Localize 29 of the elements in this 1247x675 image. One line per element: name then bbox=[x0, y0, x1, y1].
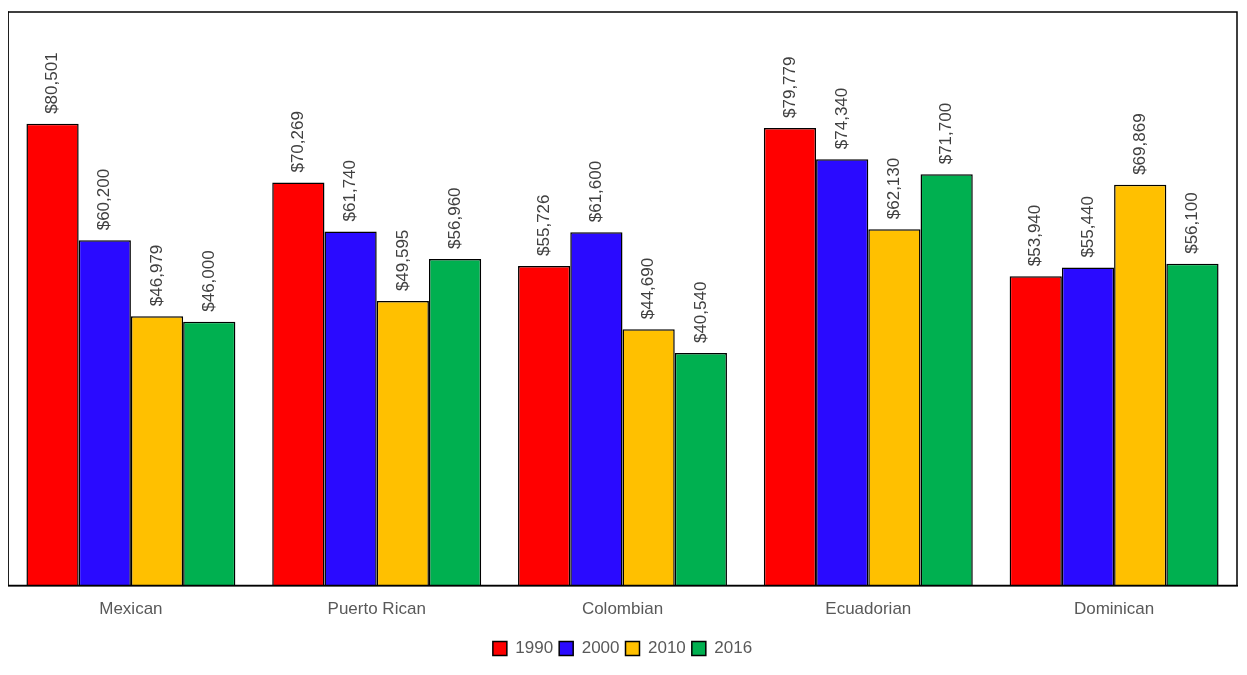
data-label: $71,700 bbox=[936, 102, 956, 165]
data-label: $55,726 bbox=[533, 194, 553, 256]
data-label: $62,130 bbox=[884, 157, 904, 220]
legend-label: 2010 bbox=[648, 638, 686, 658]
data-label: $60,200 bbox=[94, 168, 114, 231]
data-label: $40,540 bbox=[690, 281, 710, 344]
x-tick-label: Mexican bbox=[99, 599, 163, 619]
data-label: $56,100 bbox=[1182, 192, 1202, 254]
x-tick-label: Colombian bbox=[581, 599, 664, 619]
data-label: $61,740 bbox=[340, 160, 360, 222]
data-label: $46,000 bbox=[198, 250, 218, 312]
data-label: $49,595 bbox=[392, 229, 412, 292]
x-tick-label: Ecuadorian bbox=[825, 599, 912, 619]
legend-label: 1990 bbox=[515, 638, 554, 658]
data-label: $53,940 bbox=[1025, 204, 1045, 267]
data-label: $61,600 bbox=[586, 160, 606, 223]
x-tick-label: Puerto Rican bbox=[327, 599, 426, 619]
data-label: $44,690 bbox=[638, 257, 658, 320]
legend-label: 2016 bbox=[714, 638, 753, 658]
data-label: $69,869 bbox=[1129, 113, 1149, 175]
x-tick-label: Dominican bbox=[1073, 599, 1155, 619]
data-label: $70,269 bbox=[288, 111, 308, 173]
data-label: $46,979 bbox=[146, 244, 166, 307]
data-label: $79,779 bbox=[779, 56, 799, 118]
data-label: $80,501 bbox=[42, 52, 62, 114]
data-label: $55,440 bbox=[1077, 196, 1097, 258]
data-label: $74,340 bbox=[831, 87, 851, 150]
data-label: $56,960 bbox=[444, 187, 464, 249]
legend-label: 2000 bbox=[581, 638, 620, 658]
